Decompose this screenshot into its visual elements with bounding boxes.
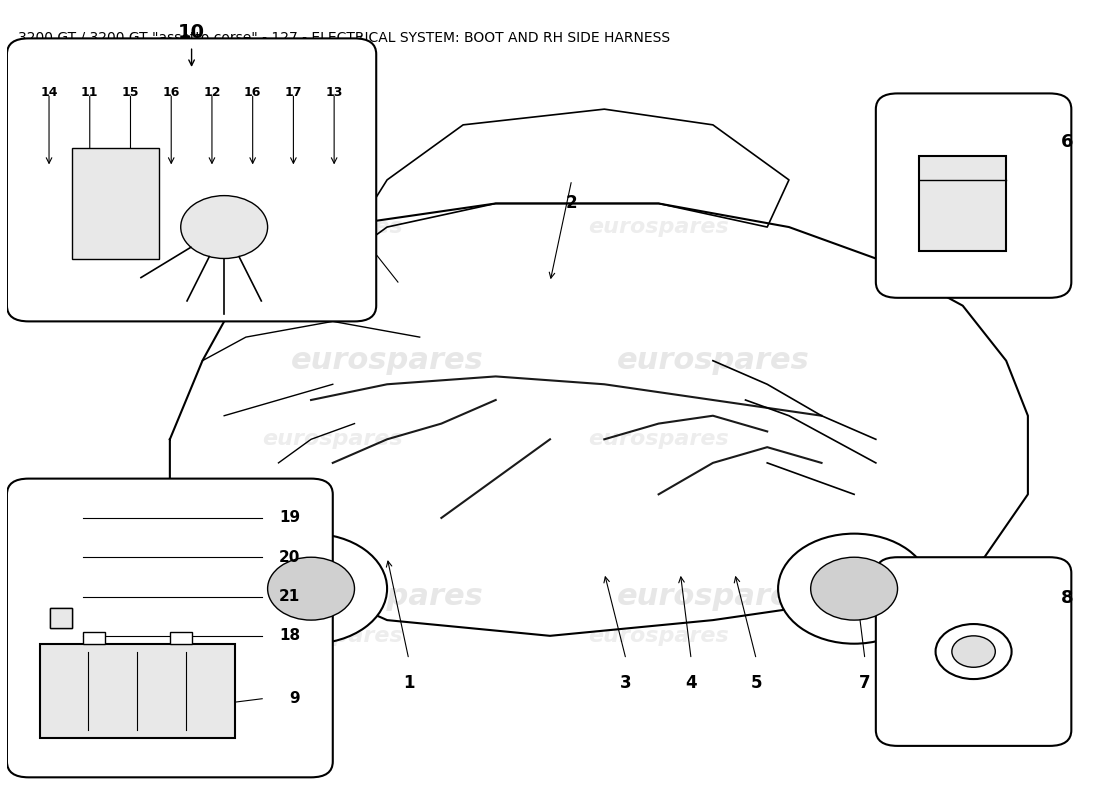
Circle shape xyxy=(235,534,387,644)
FancyBboxPatch shape xyxy=(876,558,1071,746)
Text: 21: 21 xyxy=(279,589,300,604)
Text: 8: 8 xyxy=(1060,589,1074,606)
Text: 19: 19 xyxy=(279,510,300,526)
Text: 5: 5 xyxy=(750,674,762,692)
Text: eurospares: eurospares xyxy=(588,217,729,237)
Text: eurospares: eurospares xyxy=(263,626,404,646)
Text: 20: 20 xyxy=(278,550,300,565)
Text: 10: 10 xyxy=(178,23,205,42)
Text: 3200 GT / 3200 GT "assetto corse" - 127 - ELECTRICAL SYSTEM: BOOT AND RH SIDE HA: 3200 GT / 3200 GT "assetto corse" - 127 … xyxy=(18,30,670,45)
FancyBboxPatch shape xyxy=(876,94,1071,298)
Circle shape xyxy=(267,558,354,620)
Text: eurospares: eurospares xyxy=(588,430,729,450)
Circle shape xyxy=(778,534,931,644)
Bar xyxy=(51,608,73,628)
Text: 9: 9 xyxy=(289,691,300,706)
Text: 14: 14 xyxy=(41,86,58,98)
Text: 6: 6 xyxy=(1060,133,1072,150)
Text: eurospares: eurospares xyxy=(616,582,810,611)
Text: 11: 11 xyxy=(81,86,99,98)
Bar xyxy=(920,156,1006,250)
Text: 7: 7 xyxy=(859,674,871,692)
Text: 17: 17 xyxy=(285,86,303,98)
Text: 1: 1 xyxy=(403,674,415,692)
Text: eurospares: eurospares xyxy=(290,346,484,375)
Circle shape xyxy=(936,624,1012,679)
Text: eurospares: eurospares xyxy=(616,346,810,375)
FancyBboxPatch shape xyxy=(7,38,376,322)
Text: 2: 2 xyxy=(565,194,578,213)
Bar xyxy=(73,149,160,258)
Text: eurospares: eurospares xyxy=(263,430,404,450)
Bar xyxy=(169,632,191,644)
Bar xyxy=(82,632,104,644)
Text: 12: 12 xyxy=(204,86,221,98)
Bar xyxy=(40,644,235,738)
Text: eurospares: eurospares xyxy=(588,626,729,646)
Text: eurospares: eurospares xyxy=(263,217,404,237)
Text: 13: 13 xyxy=(326,86,343,98)
Text: 16: 16 xyxy=(163,86,180,98)
Circle shape xyxy=(952,636,996,667)
Bar xyxy=(51,608,73,628)
Text: 15: 15 xyxy=(122,86,140,98)
Text: 18: 18 xyxy=(279,628,300,643)
Circle shape xyxy=(811,558,898,620)
Text: 3: 3 xyxy=(620,674,631,692)
Circle shape xyxy=(180,196,267,258)
Text: 4: 4 xyxy=(685,674,697,692)
FancyBboxPatch shape xyxy=(7,478,333,778)
Text: 16: 16 xyxy=(244,86,262,98)
Text: eurospares: eurospares xyxy=(290,582,484,611)
